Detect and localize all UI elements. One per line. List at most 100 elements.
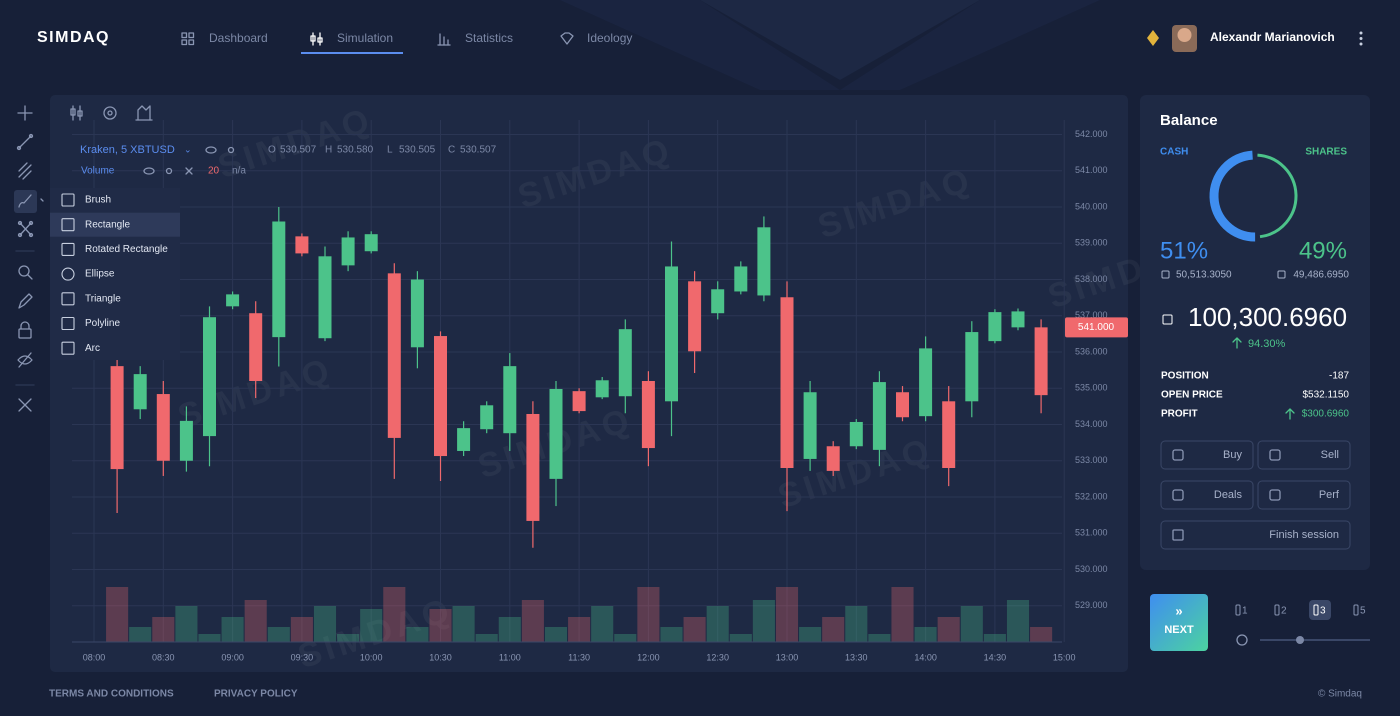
tool-scissors[interactable] <box>18 398 32 412</box>
user-name[interactable]: Alexandr Marianovich <box>1210 30 1335 44</box>
trade-button-label[interactable]: Deals <box>1214 489 1243 501</box>
chart-type-button[interactable] <box>70 105 83 121</box>
finish-icon <box>1172 529 1184 541</box>
settings-button[interactable] <box>103 106 117 120</box>
ohlc-value: 530.507 <box>280 145 317 156</box>
total-icon <box>1162 314 1173 325</box>
trade-button-icon <box>1269 449 1281 461</box>
tool-crosshair[interactable] <box>17 105 33 121</box>
x-tick-label: 11:00 <box>499 652 521 662</box>
slider-knob[interactable] <box>1296 636 1304 644</box>
tool-line[interactable] <box>16 133 34 151</box>
volume-bar <box>799 627 822 642</box>
menu-item[interactable]: Brush <box>85 195 111 206</box>
speed-option[interactable]: 3 <box>1320 606 1326 617</box>
candle-body <box>780 297 794 468</box>
next-button[interactable] <box>1150 594 1208 651</box>
y-tick-label: 538.000 <box>1075 274 1108 284</box>
trade-button[interactable] <box>1257 480 1351 510</box>
symbol-caret[interactable]: ⌄ <box>184 144 192 154</box>
volume-bar <box>614 634 637 642</box>
total-balance: 100,300.6960 <box>1188 302 1347 332</box>
badge-icon <box>1147 30 1159 46</box>
candle-body <box>503 366 517 434</box>
candle-body <box>803 392 817 459</box>
symbol-actions[interactable] <box>205 146 235 154</box>
menu-item[interactable]: Polyline <box>85 318 120 329</box>
tool-lock[interactable] <box>18 321 32 339</box>
nav-item[interactable]: Simulation <box>337 31 393 45</box>
tool-rail <box>14 105 44 412</box>
volume-bar <box>429 609 452 642</box>
menu-item[interactable]: Arc <box>85 343 100 354</box>
speed-option[interactable]: 2 <box>1281 606 1287 617</box>
chart-toolbar <box>70 105 153 121</box>
next-label[interactable]: NEXT <box>1164 624 1194 636</box>
tool-brush[interactable] <box>18 194 44 208</box>
nav-item[interactable]: Ideology <box>587 31 632 45</box>
volume-bar <box>775 587 799 642</box>
candle-body <box>434 336 447 457</box>
trade-button[interactable] <box>1160 480 1254 510</box>
nav-item[interactable]: Dashboard <box>209 31 268 45</box>
row-label: POSITION <box>1161 371 1209 382</box>
row-label: OPEN PRICE <box>1161 390 1223 401</box>
y-tick-label: 534.000 <box>1075 419 1108 429</box>
terms-link[interactable]: TERMS AND CONDITIONS <box>49 689 174 700</box>
speed-option[interactable]: 1 <box>1242 606 1248 617</box>
menu-dots[interactable] <box>1359 31 1363 46</box>
menu-item[interactable]: Rotated Rectangle <box>85 244 168 255</box>
volume-bar <box>521 600 544 642</box>
tools-menu-items: Brush Rectangle Rotated Rectangle Ellipse Tr… <box>50 193 180 355</box>
finish-label[interactable]: Finish session <box>1269 529 1339 541</box>
shares-amount: 49,486.6950 <box>1293 270 1349 281</box>
speed-icon <box>1235 604 1241 616</box>
privacy-link[interactable]: PRIVACY POLICY <box>214 689 298 700</box>
row-value: $532.1150 <box>1302 390 1349 401</box>
candle-body <box>341 237 355 266</box>
ohlc-value: 530.580 <box>337 145 374 156</box>
volume-bar <box>544 627 568 642</box>
volume-bar <box>1006 600 1030 642</box>
volume-label[interactable]: Volume <box>81 166 115 177</box>
candle-body <box>988 312 1002 342</box>
y-tick-label: 541.000 <box>1075 165 1108 175</box>
menu-item[interactable]: Ellipse <box>85 269 115 280</box>
trade-button[interactable] <box>1160 440 1254 470</box>
menu-item[interactable]: Triangle <box>85 293 121 304</box>
y-tick-label: 529.000 <box>1075 600 1108 610</box>
y-tick-label: 533.000 <box>1075 455 1108 465</box>
tool-fork[interactable] <box>18 162 32 180</box>
candle-body <box>711 289 725 314</box>
profit-arrow <box>1285 408 1295 420</box>
y-tick-label: 542.000 <box>1075 129 1108 139</box>
allocation-donut <box>1209 150 1298 242</box>
trade-button-icon <box>1172 489 1184 501</box>
volume-actions[interactable] <box>143 167 193 175</box>
logo[interactable]: SIMDAQ <box>37 29 110 46</box>
tool-eye[interactable] <box>17 352 33 368</box>
candle-body <box>410 279 424 348</box>
candle-body <box>295 236 309 254</box>
finish-button[interactable] <box>1160 520 1351 550</box>
trade-button[interactable] <box>1257 440 1351 470</box>
trade-button-label[interactable]: Sell <box>1321 449 1339 461</box>
trade-button-label[interactable]: Perf <box>1319 489 1340 501</box>
speed-option[interactable]: 5 <box>1360 606 1366 617</box>
trade-button-label[interactable]: Buy <box>1223 449 1242 461</box>
tool-zoom[interactable] <box>18 265 33 280</box>
menu-item-icon <box>61 341 75 355</box>
indicators-button[interactable] <box>135 105 153 121</box>
volume-bar <box>914 627 937 642</box>
tool-nodes[interactable] <box>17 220 34 238</box>
tool-pencil[interactable] <box>18 293 33 309</box>
speed-icon <box>1274 604 1280 616</box>
volume-bars <box>106 587 1053 642</box>
volume-bar <box>337 634 360 642</box>
menu-item[interactable]: Rectangle <box>85 219 130 230</box>
symbol[interactable]: Kraken, 5 XBTUSD <box>80 144 175 156</box>
nav-item[interactable]: Statistics <box>465 31 513 45</box>
row-value: -187 <box>1329 371 1349 382</box>
volume-bar <box>198 634 221 642</box>
